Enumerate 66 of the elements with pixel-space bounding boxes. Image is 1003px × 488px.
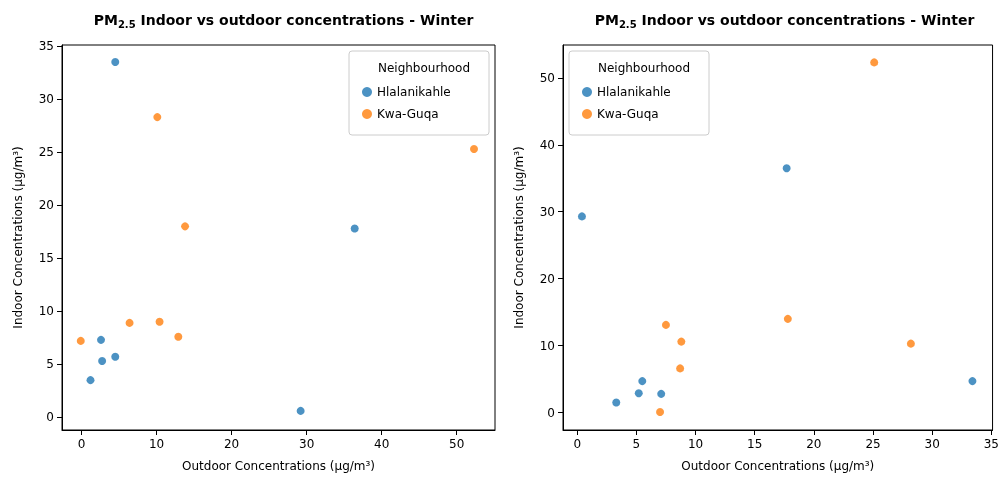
- point: [111, 57, 120, 66]
- point: [98, 357, 107, 366]
- point: [577, 212, 586, 221]
- y-tick-label: 30: [38, 92, 54, 107]
- point: [783, 314, 792, 323]
- x-axis-title: Outdoor Concentrations (µg/m³): [182, 459, 375, 473]
- point: [86, 376, 95, 385]
- y-tick-label: 10: [539, 338, 555, 353]
- point: [153, 113, 162, 122]
- y-tick-label: 20: [38, 198, 54, 213]
- y-axis-title: Indoor Concentrations (µg/m³): [11, 146, 25, 329]
- legend-title: Neighbourhood: [377, 61, 471, 75]
- x-tick-label: 0: [573, 437, 582, 451]
- x-tick-label: 10: [148, 437, 165, 451]
- x-tick-label: 35: [983, 437, 1000, 451]
- point: [638, 377, 647, 386]
- point: [634, 389, 643, 398]
- point: [350, 224, 359, 233]
- legend-label: Hlalanikahle: [377, 85, 451, 99]
- x-tick-label: 30: [924, 437, 940, 451]
- x-tick-label: 50: [449, 437, 465, 451]
- y-tick-label: 0: [46, 410, 54, 425]
- x-tick-label: 40: [374, 437, 390, 451]
- y-tick-label: 5: [46, 357, 54, 372]
- point: [661, 320, 670, 329]
- point: [782, 164, 791, 173]
- y-tick-label: 30: [539, 204, 555, 219]
- point: [470, 144, 478, 153]
- point: [968, 377, 977, 386]
- x-tick-label: 10: [687, 437, 704, 451]
- point: [677, 337, 686, 346]
- y-tick-label: 20: [539, 271, 555, 286]
- y-tick-label: 35: [38, 39, 54, 54]
- point: [155, 317, 164, 326]
- legend-label: Hlalanikahle: [597, 85, 671, 99]
- x-tick-label: 25: [865, 437, 881, 451]
- y-tick-label: 50: [539, 70, 555, 85]
- point: [906, 339, 915, 348]
- x-tick-label: 15: [747, 437, 763, 451]
- y-axis-title: Indoor Concentrations (µg/m³): [512, 146, 526, 329]
- x-tick-label: 20: [223, 437, 240, 451]
- x-tick-label: 30: [299, 437, 315, 451]
- point: [97, 335, 106, 344]
- legend-label: Kwa-Guqa: [597, 107, 659, 121]
- y-tick-label: 10: [38, 304, 54, 319]
- y-tick-label: 25: [38, 145, 54, 160]
- point: [676, 364, 685, 373]
- point: [656, 407, 665, 416]
- point: [111, 352, 120, 361]
- legend-title: Neighbourhood: [597, 61, 691, 75]
- point: [76, 336, 85, 345]
- y-tick-label: 0: [547, 405, 555, 420]
- point: [181, 222, 190, 231]
- point: [174, 332, 183, 341]
- x-axis-title: Outdoor Concentrations (µg/m³): [681, 459, 875, 473]
- point: [125, 318, 134, 327]
- y-tick-label: 15: [38, 251, 54, 266]
- x-tick-label: 20: [806, 437, 822, 451]
- point: [870, 58, 879, 67]
- point: [657, 389, 666, 398]
- point: [296, 406, 305, 415]
- y-tick-label: 40: [539, 137, 555, 152]
- point: [612, 398, 621, 407]
- x-tick-label: 5: [632, 437, 641, 451]
- x-tick-label: 0: [77, 437, 86, 451]
- legend-label: Kwa-Guqa: [377, 107, 439, 121]
